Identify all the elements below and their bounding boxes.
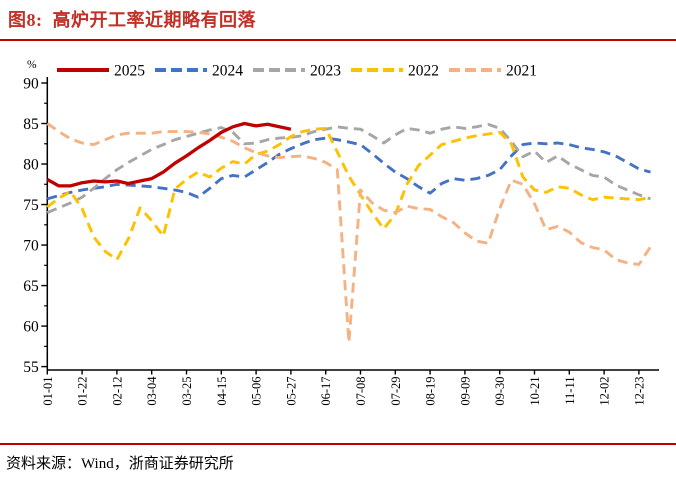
series-line-2025 — [46, 121, 292, 188]
y-axis-unit-label: % — [27, 59, 37, 71]
x-tick-label: 06-17 — [319, 377, 333, 406]
legend-label-2023: 2023 — [310, 63, 341, 80]
x-tick-label: 02-12 — [110, 377, 124, 406]
series-line-2021 — [46, 122, 652, 344]
legend-label-2025: 2025 — [114, 63, 145, 80]
x-tick-label: 05-06 — [250, 377, 264, 406]
y-tick-label: 65 — [23, 278, 39, 295]
y-tick-label: 75 — [23, 197, 39, 214]
x-tick-label: 01-01 — [41, 377, 55, 406]
series-line-2022 — [46, 126, 651, 262]
x-tick-label: 03-04 — [145, 376, 159, 406]
legend-label-2022: 2022 — [408, 63, 439, 80]
y-tick-label: 90 — [23, 75, 39, 92]
x-tick-label: 08-19 — [424, 377, 438, 406]
x-tick-label: 04-15 — [215, 377, 229, 406]
title-divider — [0, 39, 676, 41]
series-line-2024 — [46, 136, 651, 201]
y-tick-label: 85 — [23, 116, 39, 133]
x-tick-label: 09-30 — [493, 377, 507, 406]
figure-title: 图8: 高炉开工率近期略有回落 — [8, 10, 256, 30]
legend-label-2021: 2021 — [506, 63, 537, 80]
x-tick-label: 12-23 — [632, 377, 646, 406]
x-tick-label: 10-21 — [528, 377, 542, 406]
footer-divider — [0, 443, 676, 445]
x-tick-label: 09-09 — [458, 377, 472, 406]
source-note: 资料来源：Wind，浙商证券研究所 — [6, 456, 234, 472]
x-tick-label: 07-29 — [389, 377, 403, 406]
series-line-2023 — [46, 122, 651, 214]
legend-label-2024: 2024 — [212, 63, 243, 80]
y-tick-label: 55 — [23, 359, 39, 376]
x-tick-label: 11-11 — [563, 377, 577, 405]
x-tick-label: 12-02 — [598, 377, 612, 406]
x-tick-label: 01-22 — [76, 377, 90, 406]
y-tick-label: 80 — [23, 157, 39, 174]
y-tick-label: 70 — [23, 238, 39, 255]
x-tick-label: 03-25 — [180, 377, 194, 406]
y-tick-label: 60 — [23, 319, 39, 336]
x-tick-label: 07-08 — [354, 377, 368, 406]
x-tick-label: 05-27 — [284, 377, 298, 406]
